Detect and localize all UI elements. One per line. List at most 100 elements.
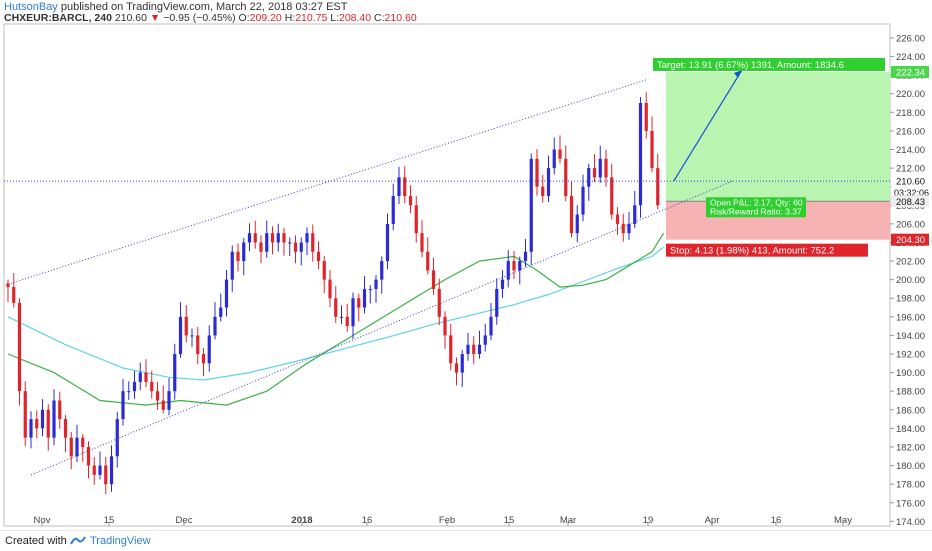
- candle-body: [489, 316, 493, 336]
- symbol-name: CHXEUR:BARCL, 240: [4, 12, 112, 24]
- candle-body: [615, 214, 620, 224]
- price-change: −0.95 (−0.45%): [163, 12, 236, 24]
- y-tick-label: 188.00: [896, 387, 925, 398]
- candle-body: [184, 316, 188, 336]
- x-tick-label: 15: [504, 515, 515, 526]
- candle-body: [650, 130, 654, 169]
- candle-body: [529, 158, 533, 252]
- x-tick-label: Nov: [34, 515, 51, 526]
- candle-body: [449, 335, 453, 364]
- candle-body: [132, 381, 137, 392]
- candle-body: [40, 409, 45, 429]
- y-tick-label: 216.00: [896, 126, 925, 137]
- tradingview-brand[interactable]: TradingView: [90, 535, 151, 547]
- price-chart[interactable]: 226.00224.00222.00220.00218.00216.00214.…: [0, 22, 932, 530]
- candle-body: [138, 372, 142, 382]
- y-tick-label: 190.00: [896, 368, 925, 379]
- candle-body: [644, 103, 648, 131]
- publish-line: HutsonBay published on TradingView.com, …: [4, 1, 347, 13]
- candle-body: [69, 437, 73, 457]
- candle-body: [575, 214, 579, 234]
- candle-body: [63, 419, 68, 438]
- candle-body: [512, 261, 516, 271]
- candle-body: [357, 298, 361, 308]
- low-value: 208.40: [339, 12, 372, 24]
- candle-body: [385, 223, 390, 262]
- candle-body: [414, 205, 418, 234]
- candle-body: [127, 391, 131, 393]
- countdown-label: 03:32:06: [894, 188, 929, 198]
- candle-body: [437, 288, 441, 317]
- candle-body: [219, 307, 223, 317]
- candle-body: [466, 344, 470, 355]
- candle-body: [362, 288, 367, 308]
- low-label: L:: [330, 12, 339, 24]
- candle-body: [144, 372, 148, 382]
- candle-body: [633, 205, 637, 224]
- candle-body: [98, 465, 102, 475]
- candle-body: [213, 316, 217, 336]
- candle-body: [472, 344, 476, 355]
- close-label: C:: [374, 12, 385, 24]
- high-value: 210.75: [295, 12, 328, 24]
- candle-body: [500, 279, 505, 289]
- y-tick-label: 198.00: [896, 294, 925, 305]
- candle-body: [535, 158, 539, 187]
- candle-body: [569, 195, 574, 234]
- candle-body: [587, 168, 591, 187]
- last-price: 210.60: [114, 12, 147, 24]
- candle-body: [150, 381, 154, 392]
- candle-body: [173, 354, 177, 392]
- candle-body: [224, 279, 229, 308]
- candle-body: [610, 177, 614, 215]
- candle-body: [374, 279, 378, 289]
- candle-body: [155, 391, 160, 401]
- x-tick-label: 19: [643, 515, 654, 526]
- candle-body: [201, 354, 206, 364]
- candle-body: [115, 419, 119, 457]
- y-tick-label: 180.00: [896, 461, 925, 472]
- candle-body: [6, 283, 10, 288]
- author-link[interactable]: HutsonBay: [4, 1, 58, 13]
- candle-body: [230, 251, 234, 280]
- stop-text: Stop: 4.13 (1.98%) 413, Amount: 752.2: [670, 246, 834, 257]
- created-with-text: Created with: [5, 535, 67, 547]
- channel-upper-line: [7, 79, 647, 285]
- y-tick-label: 182.00: [896, 442, 925, 453]
- candle-body: [86, 446, 91, 466]
- pnl-text: Open P&L: 2.17, Qty: 60: [710, 197, 803, 207]
- candle-body: [311, 233, 315, 252]
- candle-body: [334, 298, 338, 317]
- candle-body: [259, 242, 263, 252]
- candle-body: [408, 195, 413, 206]
- y-tick-label: 186.00: [896, 405, 925, 416]
- y-tick-label: 200.00: [896, 275, 925, 286]
- candle-body: [368, 288, 372, 290]
- candle-body: [207, 335, 211, 364]
- target-arrow: [673, 69, 743, 182]
- y-tick-label: 214.00: [896, 145, 925, 156]
- candle-body: [288, 242, 292, 244]
- candle-body: [81, 437, 85, 447]
- x-tick-label: Apr: [705, 515, 720, 526]
- open-label: O:: [238, 12, 250, 24]
- candle-body: [391, 195, 395, 224]
- stop-box: [666, 243, 868, 257]
- down-arrow-icon: ▼: [149, 12, 161, 24]
- candle-body: [328, 279, 332, 299]
- candle-body: [167, 391, 171, 410]
- candle-body: [656, 168, 660, 206]
- candle-body: [581, 186, 585, 215]
- candle-body: [35, 419, 39, 429]
- candle-body: [121, 391, 125, 420]
- candle-body: [196, 335, 200, 355]
- candle-body: [397, 177, 401, 196]
- channel-lower-line: [30, 180, 733, 476]
- candle-body: [506, 261, 510, 280]
- candle-body: [178, 316, 183, 355]
- moving-average-green: [7, 232, 665, 406]
- candle-body: [443, 316, 447, 336]
- candle-body: [253, 233, 257, 243]
- y-tick-label: 202.00: [896, 257, 925, 268]
- x-tick-label: Dec: [176, 515, 193, 526]
